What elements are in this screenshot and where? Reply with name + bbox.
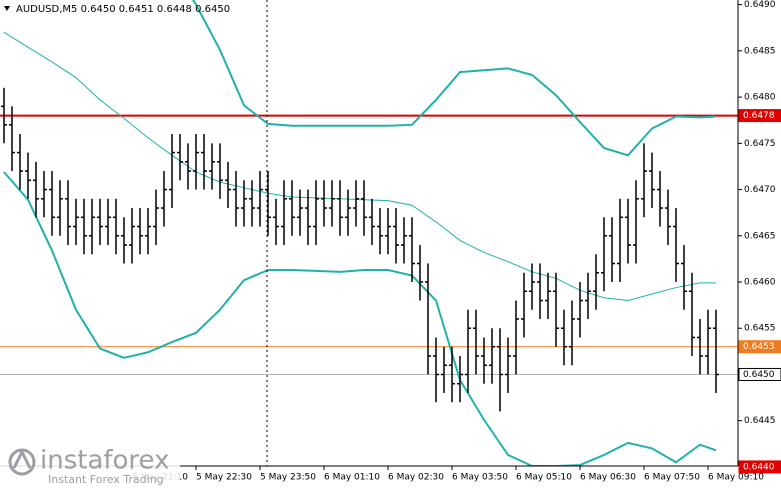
x-tick-label: 6 May 09:10 [708,473,764,483]
x-tick-label: 6 May 03:50 [452,473,508,483]
level-label-box [738,109,781,123]
y-tick-label: 0.6475 [744,139,776,149]
x-tick-label: 6 May 07:50 [644,473,700,483]
x-tick-label: 6 May 06:30 [580,473,636,483]
y-tick-label: 0.6490 [744,0,776,10]
y-tick-label: 0.6455 [744,324,776,334]
chart-title: AUDUSD,M5 0.6450 0.6451 0.6448 0.6450 [16,4,230,15]
y-tick-label: 0.6485 [744,46,776,56]
y-tick-label: 0.6445 [744,416,776,426]
band-line [192,0,717,157]
watermark-logo-mark [12,448,32,469]
x-tick-label: 6 May 05:10 [516,473,572,483]
y-tick-label: 0.6470 [744,185,776,195]
y-tick-label: 0.6480 [744,93,776,103]
x-tick-label: 6 May 02:30 [388,473,444,483]
level-label-box [738,340,781,354]
watermark-tagline: Instant Forex Trading [48,473,164,486]
level-label: 0.6450 [743,370,775,380]
x-tick-label: 6 May 01:10 [324,473,380,483]
level-label: 0.6440 [743,462,775,472]
level-label: 0.6478 [743,111,775,121]
watermark-brand: instaforex [40,446,169,476]
level-label-box [738,460,781,474]
y-tick-label: 0.6465 [744,231,776,241]
level-label-box [738,367,781,381]
band-line [3,171,717,466]
x-tick-label: 5 May 23:50 [260,473,316,483]
y-tick-label: 0.6460 [744,278,776,288]
level-label: 0.6453 [743,342,775,352]
header-icon [4,6,10,11]
x-tick-label: 5 May 22:30 [196,473,252,483]
watermark: instaforex Instant Forex Trading [0,442,180,489]
plot-area [0,0,738,466]
